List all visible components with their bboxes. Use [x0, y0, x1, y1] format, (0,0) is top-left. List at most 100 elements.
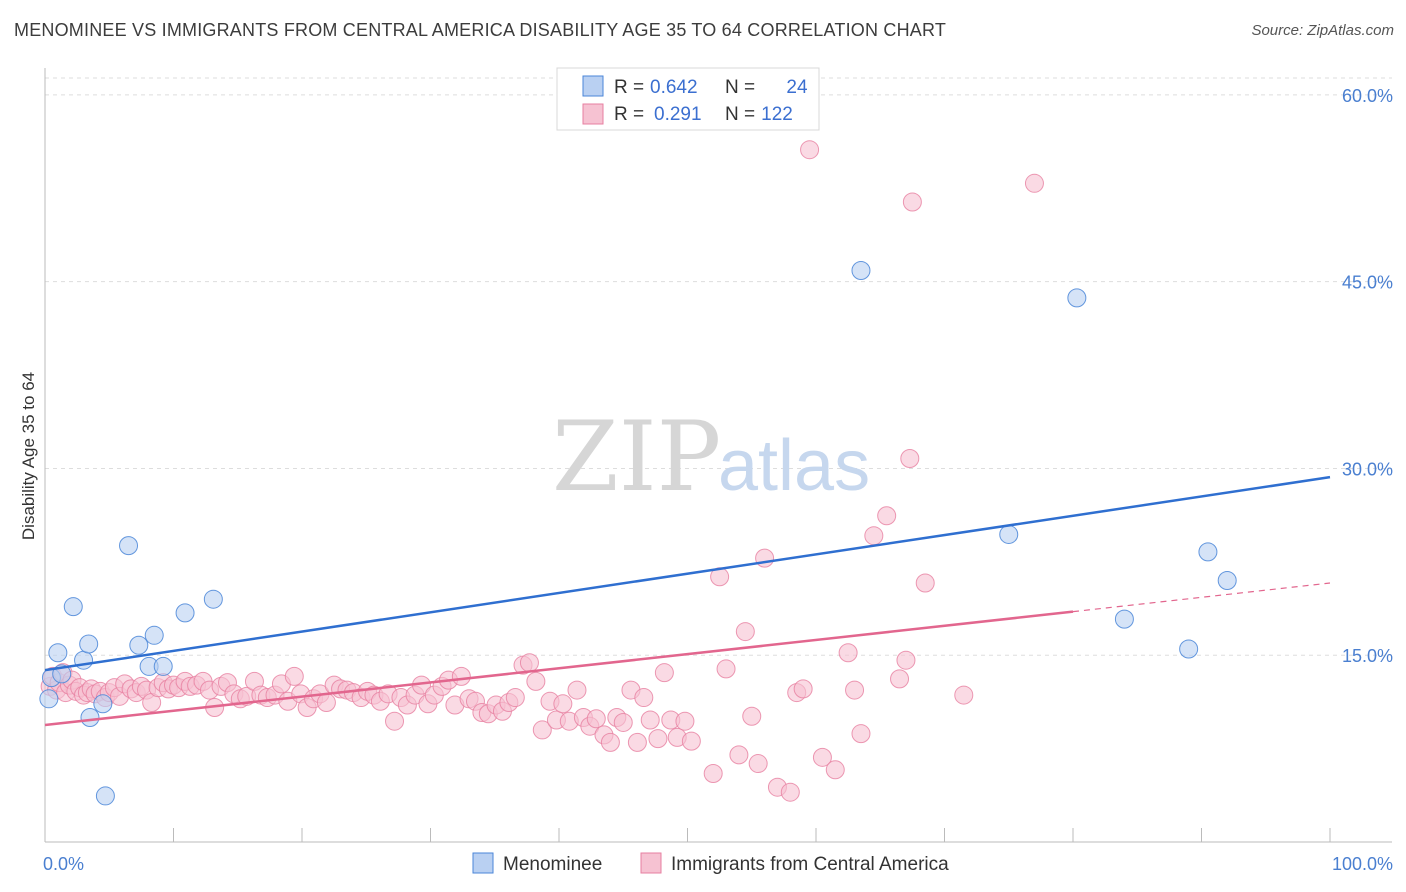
- watermark-atlas: atlas: [718, 426, 870, 506]
- bottom-legend-swatch-immigrants: [640, 852, 662, 874]
- point-immigrants: [703, 764, 723, 784]
- point-immigrants: [1024, 173, 1044, 193]
- point-immigrants: [896, 650, 916, 670]
- point-menominee: [129, 635, 149, 655]
- bottom-legend-menominee: Menominee: [503, 854, 602, 875]
- point-immigrants: [877, 506, 897, 526]
- y-tick-labels: 15.0% 30.0% 45.0% 60.0%: [1342, 86, 1393, 666]
- point-immigrants: [793, 679, 813, 699]
- y-tick-label: 45.0%: [1342, 273, 1393, 293]
- legend-n-value-2: 122: [761, 104, 793, 125]
- y-axis-title: Disability Age 35 to 64: [19, 372, 38, 540]
- point-menominee: [80, 707, 100, 727]
- point-immigrants: [519, 653, 539, 673]
- point-immigrants: [845, 680, 865, 700]
- axes: [44, 68, 1392, 843]
- point-immigrants: [681, 731, 701, 751]
- point-immigrants: [851, 724, 871, 744]
- point-immigrants: [654, 663, 674, 683]
- point-immigrants: [838, 643, 858, 663]
- point-immigrants: [748, 754, 768, 774]
- point-immigrants: [675, 711, 695, 731]
- point-immigrants: [505, 688, 525, 708]
- point-immigrants: [890, 669, 910, 689]
- point-menominee: [144, 625, 164, 645]
- point-immigrants: [648, 729, 668, 749]
- legend-n-label-1: N =: [725, 77, 755, 98]
- point-immigrants: [735, 622, 755, 642]
- legend-swatch-menominee: [582, 75, 604, 97]
- point-menominee: [153, 656, 173, 676]
- x-tick-label: 100.0%: [1332, 854, 1393, 874]
- point-immigrants: [729, 745, 749, 765]
- point-immigrants: [600, 732, 620, 752]
- point-immigrants: [915, 573, 935, 593]
- legend-n-value-1: 24: [786, 77, 808, 98]
- legend-r-value-1: 0.642: [650, 77, 698, 98]
- trend-lines: [44, 475, 1331, 727]
- trend-line-menominee: [44, 475, 1331, 672]
- series-legend: Menominee Immigrants from Central Americ…: [472, 852, 949, 875]
- point-menominee: [851, 260, 871, 280]
- y-tick-label: 30.0%: [1342, 459, 1393, 479]
- point-menominee: [1179, 639, 1199, 659]
- point-immigrants: [613, 712, 633, 732]
- point-immigrants: [864, 526, 884, 546]
- point-immigrants: [742, 706, 762, 726]
- chart-source: Source: ZipAtlas.com: [1251, 22, 1394, 39]
- point-immigrants: [316, 693, 336, 713]
- trend-line-immigrants-extension: [1072, 582, 1331, 613]
- point-immigrants: [640, 710, 660, 730]
- point-immigrants: [900, 448, 920, 468]
- point-immigrants: [812, 747, 832, 767]
- point-menominee: [999, 524, 1019, 544]
- point-immigrants: [451, 666, 471, 686]
- point-menominee: [93, 694, 113, 714]
- point-menominee: [1114, 609, 1134, 629]
- point-immigrants: [586, 709, 606, 729]
- bottom-legend-swatch-menominee: [472, 852, 494, 874]
- legend-n-label-2: N =: [725, 104, 755, 125]
- point-menominee: [1067, 288, 1087, 308]
- trend-line-immigrants: [44, 610, 1074, 727]
- point-immigrants: [902, 192, 922, 212]
- point-immigrants: [284, 666, 304, 686]
- point-immigrants: [627, 732, 647, 752]
- legend-r-label-2: R =: [614, 104, 644, 125]
- legend-r-label-1: R =: [614, 77, 644, 98]
- watermark: ZIP atlas: [552, 401, 870, 513]
- point-immigrants: [526, 671, 546, 691]
- point-immigrants: [800, 140, 820, 160]
- correlation-legend: R = 0.642 N = 24 R = 0.291 N = 122: [556, 67, 820, 131]
- series-immigrants-points: [40, 140, 1044, 802]
- point-immigrants: [825, 760, 845, 780]
- point-menominee: [203, 589, 223, 609]
- point-menominee: [119, 536, 139, 556]
- legend-swatch-immigrants: [582, 103, 604, 125]
- chart-title: MENOMINEE VS IMMIGRANTS FROM CENTRAL AME…: [14, 20, 947, 40]
- point-immigrants: [716, 659, 736, 679]
- point-menominee: [63, 597, 83, 617]
- point-menominee: [1198, 542, 1218, 562]
- point-immigrants: [532, 720, 552, 740]
- point-menominee: [1217, 571, 1237, 591]
- x-tick-labels: 0.0% 100.0%: [43, 854, 1393, 874]
- x-tick-label: 0.0%: [43, 854, 84, 874]
- point-immigrants: [553, 694, 573, 714]
- series-menominee-points: [39, 260, 1237, 806]
- y-tick-label: 60.0%: [1342, 86, 1393, 106]
- point-immigrants: [755, 548, 775, 568]
- point-menominee: [175, 603, 195, 623]
- watermark-zip: ZIP: [552, 401, 721, 513]
- point-immigrants: [954, 685, 974, 705]
- point-immigrants: [567, 680, 587, 700]
- point-immigrants: [634, 688, 654, 708]
- point-menominee: [79, 634, 99, 654]
- point-menominee: [95, 786, 115, 806]
- point-menominee: [39, 689, 59, 709]
- bottom-legend-immigrants: Immigrants from Central America: [671, 854, 949, 875]
- point-immigrants: [780, 782, 800, 802]
- point-menominee: [48, 643, 68, 663]
- point-immigrants: [385, 711, 405, 731]
